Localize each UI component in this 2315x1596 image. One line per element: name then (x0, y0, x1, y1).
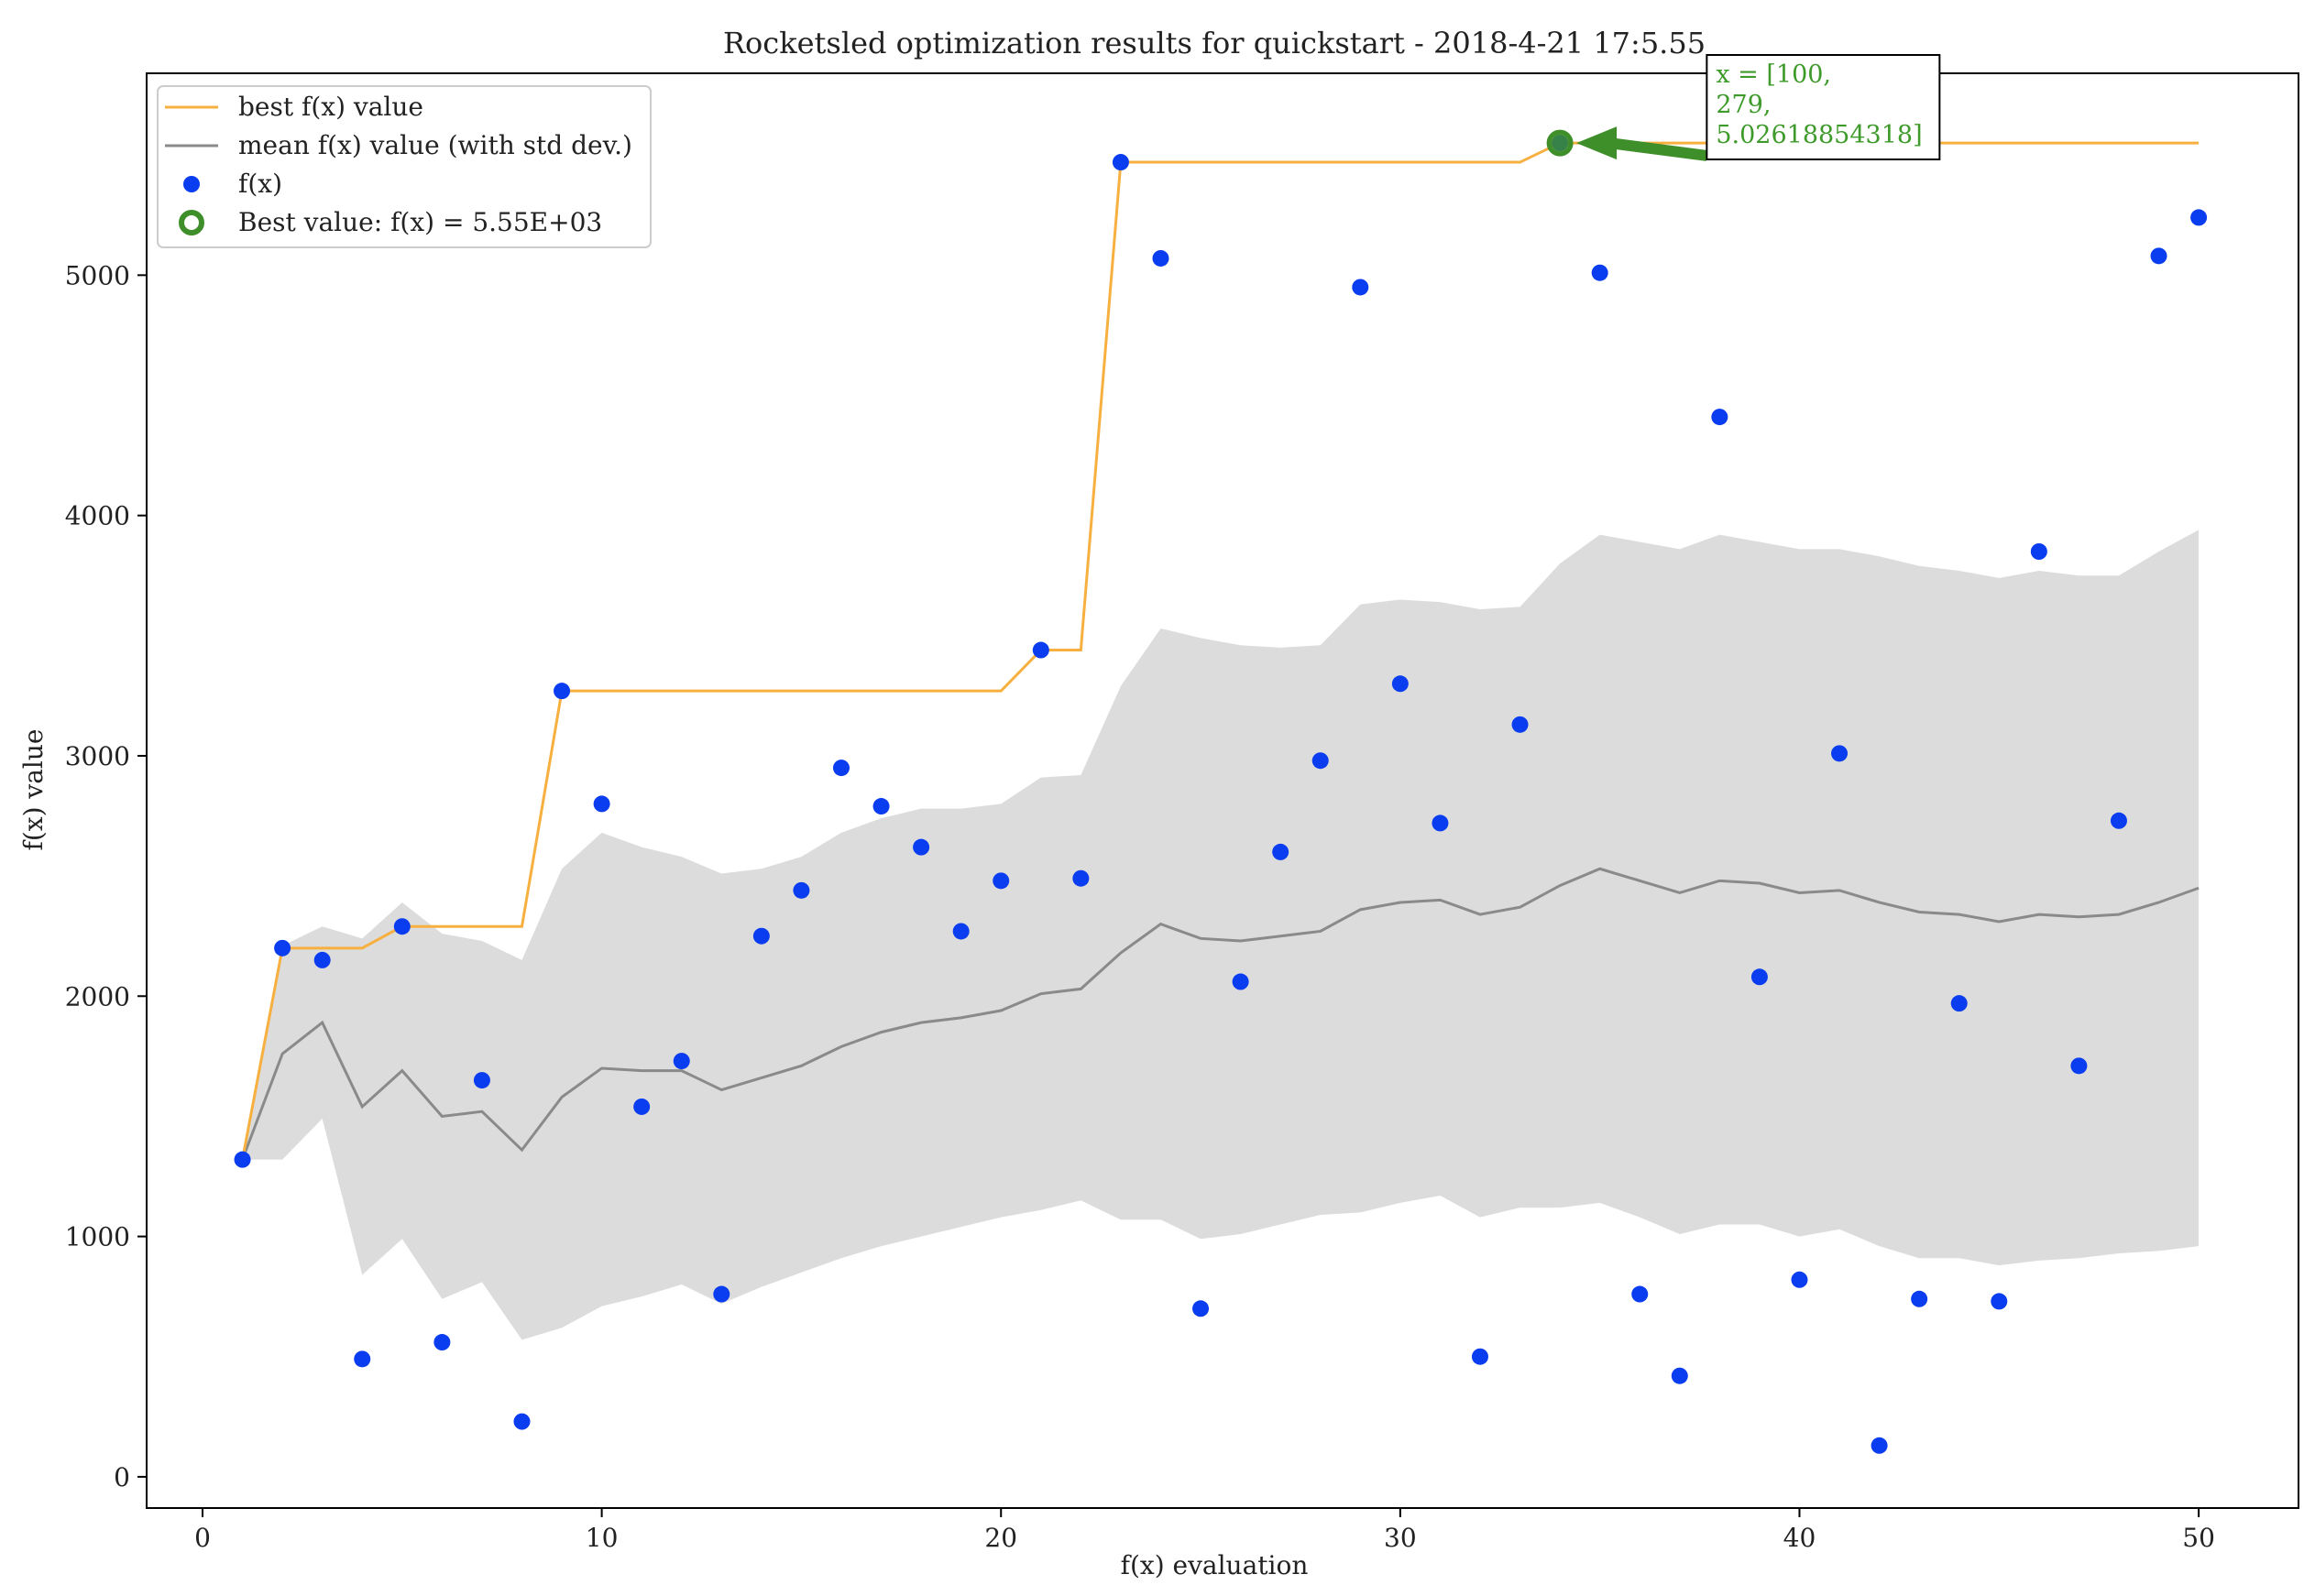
legend-swatch-best-point (179, 210, 204, 235)
data-point (473, 1072, 490, 1089)
axes-frame (146, 72, 2299, 1509)
data-point (1950, 995, 1968, 1012)
data-point (1032, 641, 1049, 659)
data-point (1671, 1367, 1688, 1384)
legend-swatch-points (183, 176, 200, 192)
x-tick-label: 50 (2182, 1523, 2215, 1553)
data-point (993, 872, 1010, 890)
data-point (1272, 843, 1289, 860)
data-point (274, 939, 291, 957)
annotation-line: 5.02618854318] (1716, 121, 1922, 149)
y-tick-label: 5000 (65, 260, 130, 290)
data-point (1391, 675, 1409, 693)
data-point (554, 683, 571, 700)
x-tick-label: 0 (194, 1523, 211, 1553)
data-point (2190, 209, 2208, 226)
data-point (1311, 752, 1329, 770)
data-point (1911, 1290, 1928, 1307)
data-point (1750, 968, 1768, 986)
data-point (1711, 409, 1728, 426)
x-tick-label: 20 (984, 1523, 1017, 1553)
data-point (1112, 154, 1129, 171)
x-tick-label: 30 (1384, 1523, 1417, 1553)
data-point (633, 1098, 651, 1115)
y-tick-label: 2000 (65, 981, 130, 1011)
x-tick-label: 10 (586, 1523, 619, 1553)
data-point (1871, 1437, 1888, 1454)
y-tick-label: 0 (114, 1462, 130, 1492)
data-point (593, 795, 610, 813)
x-axis-label: f(x) evaluation (1121, 1550, 1309, 1580)
data-point (2110, 812, 2127, 829)
data-point (1831, 745, 1849, 762)
annotation-line: x = [100, (1716, 60, 1831, 89)
data-point (1591, 264, 1608, 281)
data-point (1152, 249, 1169, 267)
chart-title: Rocketsled optimization results for quic… (723, 26, 1706, 60)
data-point (393, 918, 411, 935)
annotation-arrow-shaft (1608, 137, 1708, 161)
data-point (952, 923, 970, 940)
data-point (1511, 716, 1529, 733)
legend-box (157, 85, 652, 248)
data-point (1232, 973, 1249, 990)
data-point (832, 760, 850, 777)
y-tick-label: 4000 (65, 501, 130, 531)
data-point (1991, 1293, 2008, 1310)
data-point (2150, 247, 2167, 265)
best-point-marker (1546, 129, 1574, 157)
data-point (313, 951, 331, 968)
x-tick-label: 40 (1783, 1523, 1816, 1553)
data-point (1072, 869, 1090, 887)
data-point (1471, 1348, 1488, 1365)
data-point (2070, 1057, 2088, 1075)
data-point (673, 1053, 690, 1070)
y-axis-label: f(x) value (18, 729, 49, 851)
data-point (1192, 1300, 1210, 1317)
data-point (752, 927, 770, 945)
legend: best f(x) value mean f(x) value (with std… (157, 85, 652, 248)
data-point (2030, 543, 2047, 560)
annotation-box (1706, 54, 1941, 160)
annotation-line: 279, (1716, 91, 1771, 119)
data-point (793, 881, 810, 899)
data-point (913, 838, 930, 856)
data-point (713, 1285, 730, 1303)
data-point (433, 1334, 451, 1351)
annotation-arrow-head (1576, 126, 1618, 160)
data-point (1352, 279, 1369, 296)
data-point (1631, 1285, 1649, 1303)
legend-label-bestpt: Best value: f(x) = 5.55E+03 (238, 207, 602, 237)
y-tick-label: 1000 (65, 1222, 130, 1252)
data-point (1432, 814, 1449, 832)
data-point (1791, 1271, 1808, 1288)
data-point (513, 1413, 531, 1430)
data-point (872, 798, 890, 815)
plot-area: 0 10 20 30 40 50 0 1000 2000 3000 4000 5000 x = [100… (65, 54, 2299, 1553)
std-dev-band (242, 530, 2200, 1340)
legend-label-mean: mean f(x) value (with std dev.) (238, 130, 632, 160)
y-tick-label: 3000 (65, 741, 130, 771)
data-point (234, 1151, 251, 1168)
mean-line (241, 867, 2200, 1161)
legend-label-points: f(x) (238, 169, 282, 199)
data-point (354, 1350, 371, 1368)
legend-label-best: best f(x) value (238, 92, 423, 122)
